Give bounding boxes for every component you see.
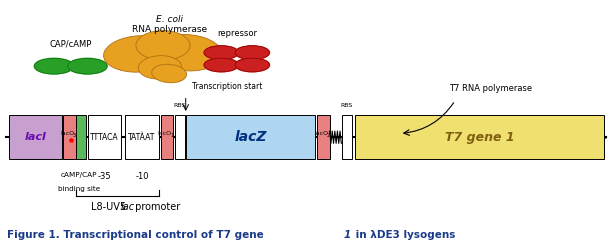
Text: in λDE3 lysogens: in λDE3 lysogens	[352, 230, 455, 240]
Ellipse shape	[152, 64, 186, 83]
Text: Figure 1. Transcriptional control of T7 gene: Figure 1. Transcriptional control of T7 …	[7, 230, 268, 240]
FancyBboxPatch shape	[317, 115, 330, 159]
Text: lacO: lacO	[158, 131, 172, 135]
Text: L8-UV5: L8-UV5	[91, 202, 129, 212]
Text: promoter: promoter	[132, 202, 180, 212]
Text: TTTACA: TTTACA	[90, 133, 119, 142]
Text: binding site: binding site	[58, 186, 100, 192]
Text: lacO: lacO	[61, 131, 74, 135]
Circle shape	[235, 46, 269, 60]
Text: T7 gene 1: T7 gene 1	[445, 131, 514, 144]
Circle shape	[68, 58, 107, 74]
Circle shape	[34, 58, 74, 74]
Ellipse shape	[138, 56, 181, 79]
FancyBboxPatch shape	[9, 115, 62, 159]
Ellipse shape	[150, 34, 223, 71]
Circle shape	[235, 58, 269, 72]
Text: 2: 2	[327, 133, 330, 138]
FancyBboxPatch shape	[76, 115, 86, 159]
Text: -10: -10	[135, 172, 149, 181]
Circle shape	[204, 46, 239, 60]
FancyBboxPatch shape	[342, 115, 352, 159]
Text: lacI: lacI	[25, 132, 46, 142]
Ellipse shape	[136, 31, 190, 60]
Text: E. coli: E. coli	[156, 15, 183, 24]
FancyBboxPatch shape	[355, 115, 604, 159]
Text: Transcription start: Transcription start	[192, 82, 263, 91]
Text: repressor: repressor	[216, 29, 257, 38]
Text: RBS: RBS	[341, 103, 353, 108]
Text: T7 RNA polymerase: T7 RNA polymerase	[449, 84, 532, 93]
Text: 1: 1	[343, 230, 351, 240]
Text: -35: -35	[98, 172, 111, 181]
FancyBboxPatch shape	[175, 115, 184, 159]
FancyBboxPatch shape	[161, 115, 173, 159]
Ellipse shape	[103, 36, 176, 72]
Text: 1: 1	[170, 133, 173, 138]
Text: cAMP/CAP: cAMP/CAP	[60, 172, 97, 177]
Text: RNA polymerase: RNA polymerase	[132, 25, 207, 34]
Text: TATÀAT: TATÀAT	[129, 133, 156, 142]
FancyBboxPatch shape	[125, 115, 159, 159]
Text: RBS: RBS	[173, 103, 186, 108]
FancyBboxPatch shape	[88, 115, 121, 159]
FancyBboxPatch shape	[186, 115, 315, 159]
Text: 3: 3	[73, 133, 76, 138]
Text: lacO: lacO	[315, 131, 328, 135]
Circle shape	[204, 58, 239, 72]
FancyBboxPatch shape	[63, 115, 76, 159]
Text: CAP/cAMP: CAP/cAMP	[50, 39, 92, 49]
Text: lac: lac	[121, 202, 135, 212]
Text: lacZ: lacZ	[235, 130, 267, 144]
